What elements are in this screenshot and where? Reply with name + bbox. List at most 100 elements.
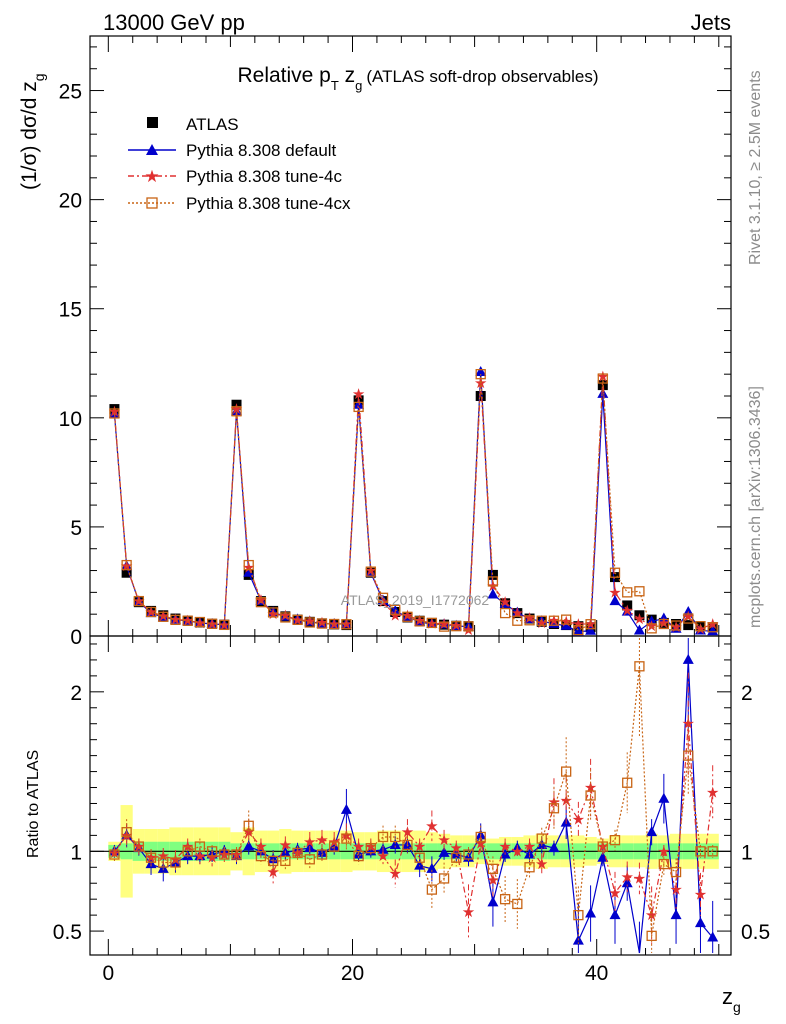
main-y-tick-label: 15 <box>59 299 82 322</box>
main-y-tick-label: 5 <box>70 517 82 540</box>
default-ratio-point <box>340 803 352 814</box>
tune4c-ratio-point: ★ <box>266 863 279 881</box>
tune4cx-ratio-point <box>292 847 303 859</box>
x-tick-label: 0 <box>102 962 114 985</box>
tune4c-main-point: ★ <box>462 621 475 639</box>
tune4cx-main-point <box>683 613 694 624</box>
tune4cx-ratio-point <box>280 855 291 867</box>
tune4c-main-point: ★ <box>498 593 511 611</box>
legend-entry-tune4c: ★ Pythia 8.308 tune-4c <box>128 167 342 187</box>
default-ratio-point <box>182 850 194 861</box>
tune4cx-main-point <box>231 406 242 417</box>
tune4c-main-point: ★ <box>230 400 243 418</box>
tune4cx-main-point <box>341 619 352 630</box>
default-ratio-point <box>670 909 682 920</box>
tune4cx-main-point <box>414 616 425 627</box>
tune4cx-ratio-point <box>573 909 584 921</box>
default-ratio-point <box>328 840 340 851</box>
default-main-point <box>169 613 181 624</box>
tune4cx-main-point <box>158 611 169 622</box>
tune4cx-main-point <box>670 620 682 631</box>
tune4c-main-point: ★ <box>389 606 402 624</box>
tune4cx-main-point <box>390 604 401 615</box>
tune4cx-main-point <box>499 607 511 619</box>
tune4c-ratio-point: ★ <box>511 842 524 860</box>
tune4c-main-point: ★ <box>352 385 365 403</box>
default-ratio-line <box>113 659 714 954</box>
tune4cx-ratio-point <box>158 857 169 868</box>
default-main-point <box>585 624 597 635</box>
data-series: ★★★★★★★★★★★★★★★★★★★★★★★★★★★★★★★★★★★★★★★★… <box>108 366 719 954</box>
legend-marker-tune4cx <box>146 197 158 209</box>
tune4cx-main-point <box>219 619 230 631</box>
tune4c-ratio-point: ★ <box>462 903 475 921</box>
tune4cx-ratio-point <box>219 849 230 860</box>
main-y-tick-label: 0 <box>70 626 82 649</box>
legend-marker-tune4c: ★ <box>144 167 159 187</box>
default-main-point <box>157 611 169 622</box>
tune4cx-ratio-point <box>316 849 328 860</box>
default-ratio-point <box>157 862 169 873</box>
tune4cx-ratio-line <box>113 666 713 936</box>
atlas-point <box>475 391 486 401</box>
tune4cx-main-point <box>316 618 328 629</box>
legend-label-tune4c: Pythia 8.308 tune-4c <box>186 167 342 186</box>
tune4cx-ratio-point <box>475 831 486 843</box>
tune4c-main-point: ★ <box>279 606 292 624</box>
default-ratio-point <box>243 840 255 851</box>
tune4c-ratio-point: ★ <box>157 847 170 865</box>
legend: ATLAS Pythia 8.308 default ★ Pythia 8.30… <box>128 115 351 213</box>
tune4c-main-point: ★ <box>523 609 536 627</box>
tune4c-ratio-point: ★ <box>657 842 670 860</box>
tune4c-main-point: ★ <box>669 618 682 636</box>
plot-title: Relative pT zg (ATLAS soft-drop observabl… <box>237 64 598 93</box>
tune4cx-main-point <box>646 623 657 634</box>
tune4cx-ratio-point <box>524 862 535 873</box>
tune4cx-ratio-point <box>683 750 694 761</box>
tune4c-ratio-point: ★ <box>608 884 621 902</box>
default-ratio-point <box>438 846 450 857</box>
tune4c-ratio-point: ★ <box>535 855 548 873</box>
ratio-y-tick-label-right: 2 <box>741 682 753 705</box>
tune4cx-ratio-point <box>390 831 401 843</box>
default-main-point <box>597 387 609 398</box>
tune4c-ratio-point: ★ <box>498 838 511 856</box>
x-axis-label: zg <box>722 984 741 1015</box>
tune4c-ratio-point: ★ <box>315 831 328 849</box>
legend-entry-atlas: ATLAS <box>147 115 239 134</box>
tune4c-main-point: ★ <box>401 606 414 624</box>
tune4c-ratio-point: ★ <box>425 817 438 835</box>
default-ratio-point <box>609 909 621 920</box>
tune4c-main-point: ★ <box>437 615 450 633</box>
tune4cx-main-point <box>524 615 535 626</box>
tune4cx-main-point <box>438 621 450 632</box>
default-main-point <box>609 595 621 606</box>
tune4cx-main-point <box>451 621 462 632</box>
tune4cx-main-point <box>402 611 413 622</box>
tune4cx-ratio-point <box>121 827 132 838</box>
tune4c-ratio-point: ★ <box>682 715 695 733</box>
tune4c-ratio-point: ★ <box>572 810 585 828</box>
tune4cx-ratio-point <box>426 884 438 895</box>
tune4c-main-point: ★ <box>413 611 426 629</box>
atlas-point <box>634 610 645 621</box>
tune4cx-main-point <box>634 586 645 597</box>
tune4cx-ratio-point <box>634 661 645 672</box>
tune4c-main-point: ★ <box>608 583 621 601</box>
tune4cx-ratio-point <box>353 850 364 862</box>
y-axis-label-ratio: Ratio to ATLAS <box>25 750 42 858</box>
tune4cx-ratio-point <box>597 841 608 852</box>
y-axis-label-main: (1/σ) dσ/d zg <box>18 73 47 190</box>
tune4c-ratio-point: ★ <box>279 836 292 854</box>
tune4c-main-point: ★ <box>706 615 719 633</box>
tune4cx-ratio-point <box>463 849 474 860</box>
tune4c-main-point: ★ <box>108 402 121 420</box>
tune4c-ratio-point: ★ <box>413 838 426 856</box>
default-ratio-point <box>694 917 706 928</box>
tune4cx-ratio-point <box>109 849 120 860</box>
tune4c-main-point: ★ <box>645 617 658 635</box>
tune4cx-ratio-point <box>609 835 621 846</box>
default-ratio-point <box>707 931 719 942</box>
